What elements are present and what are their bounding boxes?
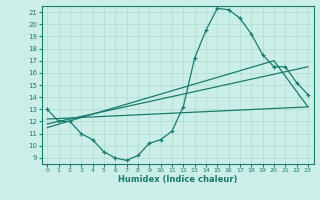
X-axis label: Humidex (Indice chaleur): Humidex (Indice chaleur) — [118, 175, 237, 184]
